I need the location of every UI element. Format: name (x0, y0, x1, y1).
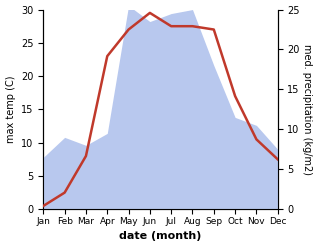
Y-axis label: max temp (C): max temp (C) (5, 76, 16, 143)
X-axis label: date (month): date (month) (119, 231, 202, 242)
Y-axis label: med. precipitation (kg/m2): med. precipitation (kg/m2) (302, 44, 313, 175)
